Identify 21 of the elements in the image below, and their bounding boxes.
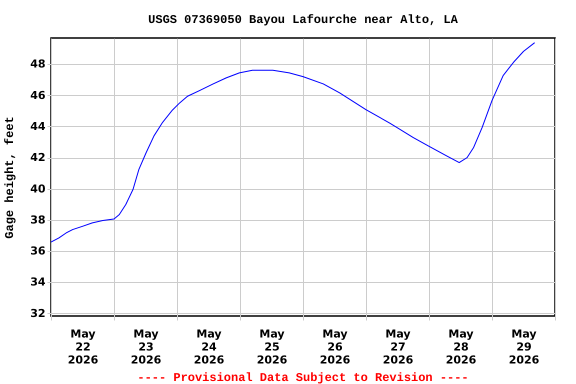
x-tick-label: May 27 2026 — [382, 328, 414, 366]
x-tick-label: May 25 2026 — [256, 328, 288, 366]
x-tick-label: May 23 2026 — [130, 328, 162, 366]
text: ---- Provisional Data Subject to Revision ---- — [137, 371, 469, 384]
y-tick-label: 38 — [30, 213, 46, 226]
line-series — [50, 42, 536, 243]
y-tick-label: 44 — [30, 120, 46, 133]
chart-title: USGS 07369050 Bayou Lafourche near Alto, LA — [148, 13, 459, 27]
y-tick-label: 42 — [30, 151, 46, 164]
y-tick-label: 40 — [30, 182, 46, 196]
y-tick-label: 36 — [30, 244, 46, 258]
x-tick-label: May 24 2026 — [194, 328, 225, 366]
x-tick-label: May 26 2026 — [320, 328, 351, 366]
y-tick-label: 46 — [30, 88, 46, 102]
x-tick-label: May 28 2026 — [446, 328, 477, 366]
x-tick-label: May 22 2026 — [68, 328, 99, 366]
x-tick-label: May 29 2026 — [508, 328, 540, 366]
y-tick-label: 34 — [30, 276, 46, 289]
y-tick-label: 32 — [30, 306, 46, 320]
y-tick-label: 48 — [30, 58, 46, 71]
y-axis-title: Gage height, feet — [3, 116, 18, 239]
